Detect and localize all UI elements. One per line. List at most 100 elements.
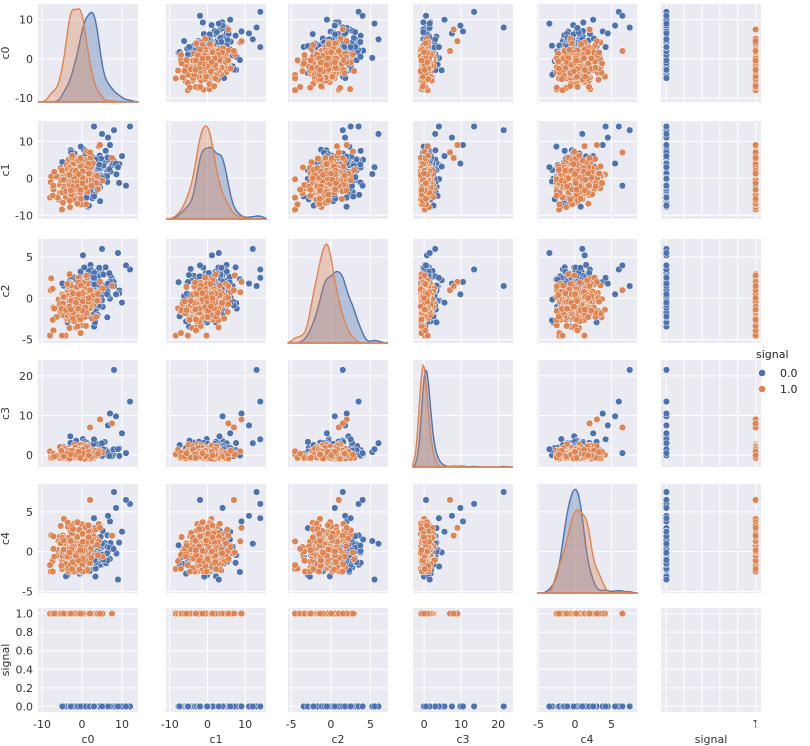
scatter-point <box>418 57 425 64</box>
scatter-point <box>332 59 339 66</box>
scatter-point <box>546 164 553 171</box>
scatter-point <box>209 59 216 66</box>
scatter-point <box>582 187 589 194</box>
scatter-point <box>576 152 583 159</box>
scatter-point <box>581 55 588 62</box>
scatter-point <box>209 49 216 56</box>
scatter-point <box>208 68 215 75</box>
scatter-point <box>422 40 429 47</box>
scatter-point <box>179 74 186 81</box>
scatter-point <box>567 196 574 203</box>
scatter-point <box>371 164 378 171</box>
scatter-point <box>301 52 308 59</box>
scatter-point <box>553 192 560 199</box>
scatter-point <box>553 84 560 91</box>
scatter-point <box>66 197 73 204</box>
scatter-point <box>186 44 193 51</box>
scatter-point <box>192 67 199 74</box>
scatter-point <box>347 44 354 51</box>
scatter-point <box>588 55 595 62</box>
scatter-point <box>602 44 609 51</box>
scatter-point <box>337 85 344 92</box>
scatter-point <box>663 20 670 27</box>
scatter-point <box>357 53 364 60</box>
scatter-point <box>441 16 448 23</box>
scatter-point <box>626 127 633 134</box>
scatter-point <box>340 155 347 162</box>
panel-c1-c4 <box>537 121 637 219</box>
scatter-point <box>375 36 382 43</box>
scatter-point <box>316 196 323 203</box>
scatter-point <box>193 40 200 47</box>
scatter-point <box>99 131 106 138</box>
scatter-point <box>594 38 601 45</box>
scatter-point <box>257 9 264 16</box>
scatter-point <box>357 39 364 46</box>
scatter-point <box>619 149 626 156</box>
scatter-point <box>471 9 478 16</box>
panel-c0-c0 <box>38 4 138 102</box>
scatter-point <box>200 19 207 26</box>
scatter-point <box>594 142 601 149</box>
scatter-point <box>50 182 57 189</box>
scatter-point <box>250 36 257 43</box>
scatter-point <box>436 123 443 130</box>
scatter-point <box>107 142 114 149</box>
scatter-point <box>619 182 626 189</box>
scatter-point <box>343 203 350 210</box>
scatter-point <box>257 44 264 51</box>
scatter-point <box>307 187 314 194</box>
scatter-point <box>75 171 82 178</box>
scatter-point <box>297 84 304 91</box>
scatter-point <box>317 187 324 194</box>
scatter-point <box>500 127 507 134</box>
scatter-point <box>556 167 563 174</box>
scatter-point <box>619 48 626 55</box>
scatter-point <box>109 155 116 162</box>
scatter-point <box>454 142 461 149</box>
scatter-point <box>450 26 457 33</box>
scatter-point <box>111 127 118 134</box>
scatter-point <box>97 198 104 205</box>
scatter-point <box>359 182 366 189</box>
scatter-point <box>336 48 343 55</box>
scatter-point <box>225 26 232 33</box>
scatter-point <box>564 183 571 190</box>
scatter-point <box>663 44 670 51</box>
scatter-point <box>585 49 592 56</box>
scatter-point <box>570 161 577 168</box>
panel-c1-c0 <box>38 121 138 219</box>
scatter-point <box>347 86 354 93</box>
scatter-point <box>325 41 332 48</box>
scatter-point <box>78 196 85 203</box>
scatter-point <box>425 152 432 159</box>
scatter-point <box>113 171 120 178</box>
scatter-point <box>88 182 95 189</box>
scatter-point <box>359 13 366 20</box>
scatter-point <box>246 30 253 37</box>
scatter-point <box>308 159 315 166</box>
scatter-point <box>663 67 670 74</box>
scatter-point <box>471 123 478 130</box>
scatter-point <box>340 26 347 33</box>
scatter-point <box>68 187 75 194</box>
scatter-point <box>211 83 218 90</box>
panel-c1-c2 <box>288 121 388 219</box>
panel-c0-c2 <box>288 4 388 102</box>
scatter-point <box>421 49 428 56</box>
scatter-point <box>61 176 68 183</box>
scatter-point <box>91 123 98 130</box>
panel-grid: -10010c0-10010c1-505c201020c3-505c40.00.… <box>0 4 761 746</box>
scatter-point <box>500 24 507 31</box>
scatter-point <box>237 57 244 64</box>
scatter-point <box>752 48 759 55</box>
scatter-point <box>197 47 204 54</box>
scatter-point <box>569 40 576 47</box>
scatter-point <box>369 55 376 62</box>
scatter-point <box>77 187 84 194</box>
scatter-point <box>96 161 103 168</box>
scatter-point <box>592 183 599 190</box>
scatter-point <box>322 154 329 161</box>
scatter-point <box>336 149 343 156</box>
scatter-point <box>375 131 382 138</box>
